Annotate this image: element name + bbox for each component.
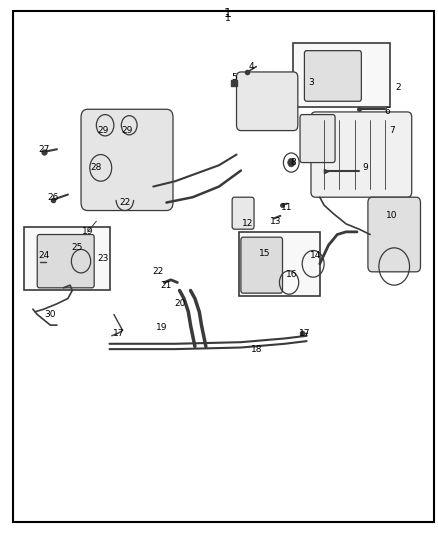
Text: 18: 18 <box>251 345 262 353</box>
Text: 19: 19 <box>156 324 168 332</box>
Text: 8: 8 <box>290 158 297 167</box>
Text: 9: 9 <box>363 164 369 172</box>
Text: 23: 23 <box>97 254 109 263</box>
FancyBboxPatch shape <box>37 235 94 288</box>
Text: 13: 13 <box>270 217 282 225</box>
FancyBboxPatch shape <box>311 112 412 197</box>
FancyBboxPatch shape <box>368 197 420 272</box>
Text: 28: 28 <box>91 164 102 172</box>
Text: 1: 1 <box>225 14 231 23</box>
Bar <box>24 227 110 290</box>
Text: 14: 14 <box>310 252 321 260</box>
Text: 24: 24 <box>38 252 49 260</box>
Text: 25: 25 <box>71 244 82 252</box>
Text: 3: 3 <box>308 78 314 87</box>
Text: 10: 10 <box>386 212 398 220</box>
Text: 12: 12 <box>242 220 253 228</box>
Circle shape <box>288 158 295 167</box>
Text: 29: 29 <box>121 126 133 135</box>
Text: 15: 15 <box>259 249 271 257</box>
Text: 11: 11 <box>281 204 293 212</box>
Text: 20: 20 <box>174 300 185 308</box>
Text: 1: 1 <box>224 7 232 20</box>
FancyBboxPatch shape <box>241 237 283 293</box>
Text: 26: 26 <box>47 193 58 201</box>
Text: 22: 22 <box>119 198 131 207</box>
Text: 27: 27 <box>38 145 49 154</box>
Text: 6: 6 <box>385 108 391 116</box>
Bar <box>293 43 390 107</box>
Text: 7: 7 <box>389 126 395 135</box>
Bar <box>239 232 320 296</box>
Text: 2: 2 <box>396 84 401 92</box>
Text: 5: 5 <box>231 73 237 82</box>
Text: 19: 19 <box>82 228 93 236</box>
Text: 16: 16 <box>286 270 297 279</box>
Text: 17: 17 <box>113 329 124 337</box>
Text: 17: 17 <box>299 329 310 337</box>
FancyBboxPatch shape <box>232 197 254 229</box>
FancyBboxPatch shape <box>300 115 335 163</box>
FancyBboxPatch shape <box>81 109 173 211</box>
FancyBboxPatch shape <box>304 51 361 101</box>
FancyBboxPatch shape <box>237 72 298 131</box>
Text: 4: 4 <box>249 62 254 71</box>
Text: 30: 30 <box>45 310 56 319</box>
Text: 21: 21 <box>161 281 172 289</box>
Text: 22: 22 <box>152 268 163 276</box>
Text: 29: 29 <box>97 126 109 135</box>
